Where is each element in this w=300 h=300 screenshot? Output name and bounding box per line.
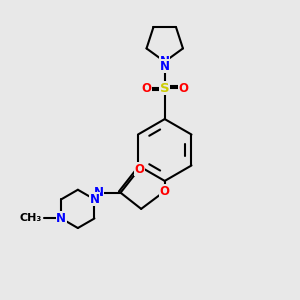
Text: N: N [160,55,170,68]
Text: N: N [89,193,99,206]
Text: O: O [135,163,145,176]
Text: S: S [160,82,169,95]
Text: N: N [56,212,66,225]
Text: N: N [160,60,170,73]
Text: CH₃: CH₃ [20,214,42,224]
Text: O: O [141,82,151,95]
Text: O: O [178,82,188,95]
Text: N: N [94,186,103,199]
Text: O: O [160,185,170,198]
